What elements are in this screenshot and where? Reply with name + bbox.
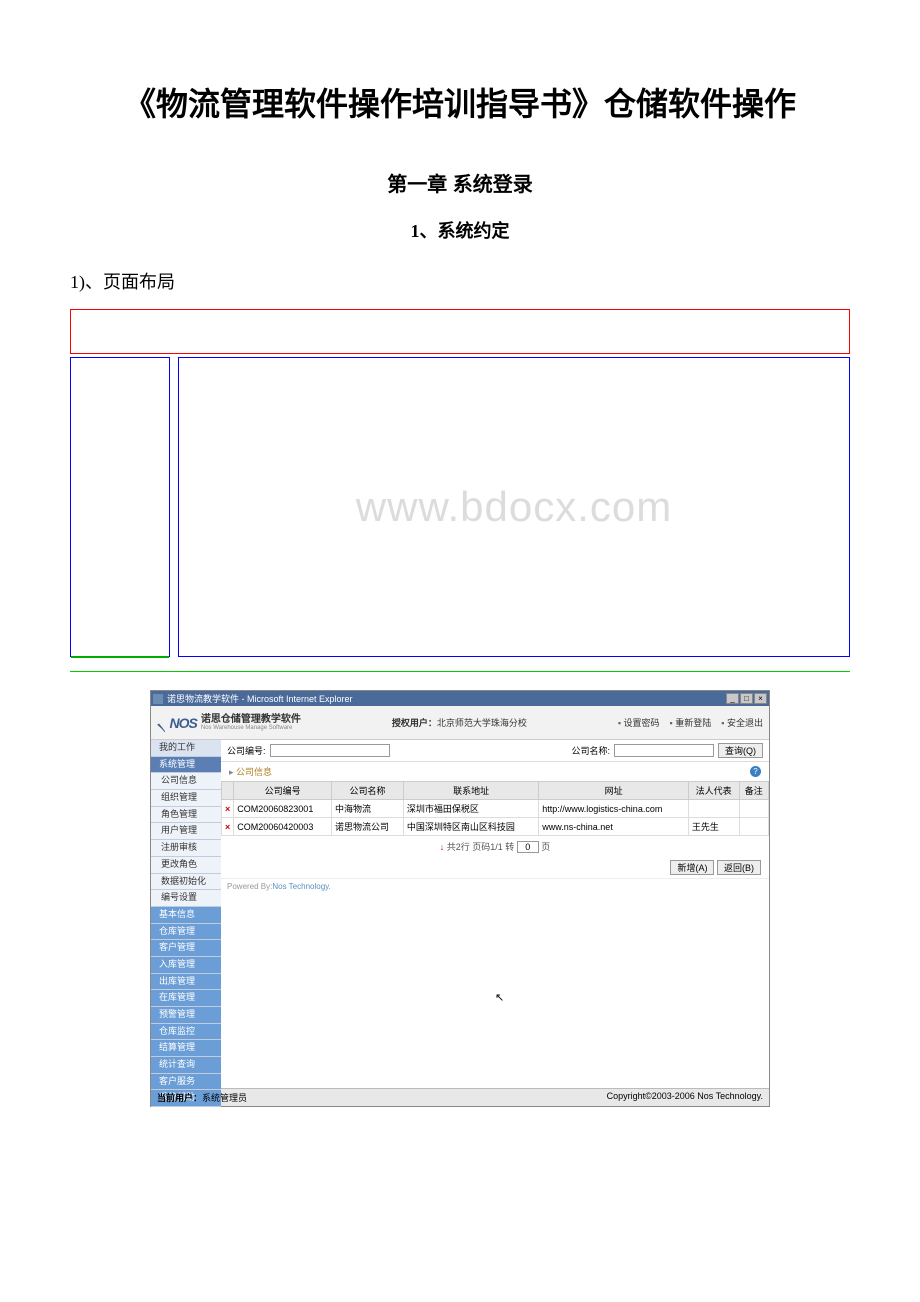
status-user-value: 系统管理员 — [202, 1093, 247, 1103]
company-name-input[interactable] — [614, 744, 714, 757]
section-heading: 1、系统约定 — [70, 217, 850, 243]
col-name: 公司名称 — [332, 782, 404, 800]
filter-label-code: 公司编号: — [227, 744, 266, 757]
content-area: 公司编号: 公司名称: 查询(Q) 公司信息 ? 公司编号 — [221, 740, 769, 1088]
status-bar: 当前用户：系统管理员 Copyright©2003-2006 Nos Techn… — [151, 1088, 769, 1106]
pager: ↓ 共2行 页码1/1 转 页 — [221, 836, 769, 857]
logo-swirl-icon: ৲ — [157, 711, 166, 735]
company-table: 公司编号 公司名称 联系地址 网址 法人代表 备注 × COM200608230… — [221, 781, 769, 836]
sidebar-item-company-info[interactable]: 公司信息 — [151, 773, 221, 790]
subsection-heading: 1)、页面布局 — [70, 268, 850, 294]
sidebar-item-register-review[interactable]: 注册审核 — [151, 840, 221, 857]
link-set-password[interactable]: 设置密码 — [618, 716, 660, 729]
cell-note — [739, 818, 769, 836]
sidebar-item-org[interactable]: 组织管理 — [151, 790, 221, 807]
sidebar-item-monitor[interactable]: 仓库监控 — [151, 1024, 221, 1041]
sidebar-item-inbound[interactable]: 入库管理 — [151, 957, 221, 974]
sidebar-item-warehouse[interactable]: 仓库管理 — [151, 924, 221, 941]
sidebar: 我的工作 系统管理 公司信息 组织管理 角色管理 用户管理 注册审核 更改角色 … — [151, 740, 221, 1088]
company-code-input[interactable] — [270, 744, 390, 757]
layout-diagram: www.bdocx.com — [70, 309, 850, 672]
window-title: 诺思物流教学软件 - Microsoft Internet Explorer — [167, 692, 353, 705]
status-user-label: 当前用户： — [157, 1093, 202, 1103]
add-button[interactable]: 新增(A) — [670, 860, 714, 875]
table-row[interactable]: × COM20060420003 诺思物流公司 中国深圳特区南山区科技园 www… — [222, 818, 769, 836]
auth-label: 授权用户： — [392, 718, 437, 728]
diagram-header-region — [70, 309, 850, 354]
close-button[interactable]: × — [754, 693, 767, 704]
diagram-footer-line — [70, 671, 850, 672]
col-addr: 联系地址 — [403, 782, 538, 800]
pager-suffix: 页 — [541, 842, 550, 852]
pager-page-input[interactable] — [517, 841, 539, 853]
link-logout[interactable]: 安全退出 — [721, 716, 763, 729]
cursor-icon: ↖ — [495, 991, 504, 1004]
logo: ৲ NOS 诺思仓储管理教学软件 Nos Warehouse Manage So… — [157, 711, 301, 735]
status-copyright: Copyright©2003-2006 Nos Technology. — [607, 1091, 763, 1104]
cell-rep: 王先生 — [688, 818, 739, 836]
sidebar-item-system[interactable]: 系统管理 — [151, 757, 221, 774]
chapter-heading: 第一章 系统登录 — [70, 168, 850, 197]
watermark: www.bdocx.com — [356, 483, 672, 531]
sidebar-item-user[interactable]: 用户管理 — [151, 823, 221, 840]
sidebar-item-role[interactable]: 角色管理 — [151, 807, 221, 824]
cell-addr: 中国深圳特区南山区科技园 — [403, 818, 538, 836]
app-header: ৲ NOS 诺思仓储管理教学软件 Nos Warehouse Manage So… — [151, 706, 769, 740]
logo-text: NOS — [170, 715, 197, 731]
sidebar-item-settlement[interactable]: 结算管理 — [151, 1040, 221, 1057]
back-button[interactable]: 返回(B) — [717, 860, 761, 875]
cell-url: http://www.logistics-china.com — [539, 800, 689, 818]
cell-addr: 深圳市福田保税区 — [403, 800, 538, 818]
filter-label-name: 公司名称: — [571, 744, 610, 757]
minimize-button[interactable]: _ — [726, 693, 739, 704]
window-icon — [153, 694, 163, 704]
sidebar-item-change-role[interactable]: 更改角色 — [151, 857, 221, 874]
cell-code: COM20060420003 — [234, 818, 332, 836]
cell-code: COM20060823001 — [234, 800, 332, 818]
powered-link[interactable]: Nos Technology. — [272, 882, 330, 891]
help-icon[interactable]: ? — [750, 766, 761, 777]
col-code: 公司编号 — [234, 782, 332, 800]
sidebar-item-basic-info[interactable]: 基本信息 — [151, 907, 221, 924]
col-note: 备注 — [739, 782, 769, 800]
sidebar-item-instock[interactable]: 在库管理 — [151, 990, 221, 1007]
sidebar-item-mywork[interactable]: 我的工作 — [151, 740, 221, 757]
diagram-sidebar-region — [70, 357, 170, 657]
delete-icon[interactable]: × — [222, 800, 234, 818]
window-titlebar: 诺思物流教学软件 - Microsoft Internet Explorer _… — [151, 691, 769, 706]
cell-note — [739, 800, 769, 818]
col-rep: 法人代表 — [688, 782, 739, 800]
filter-bar: 公司编号: 公司名称: 查询(Q) — [221, 740, 769, 762]
diagram-content-region: www.bdocx.com — [178, 357, 850, 657]
pager-total: 共2行 页码1/1 转 — [447, 842, 515, 852]
auth-value: 北京师范大学珠海分校 — [437, 718, 527, 728]
cell-url: www.ns-china.net — [539, 818, 689, 836]
col-url: 网址 — [539, 782, 689, 800]
table-row[interactable]: × COM20060823001 中海物流 深圳市福田保税区 http://ww… — [222, 800, 769, 818]
col-del — [222, 782, 234, 800]
pager-prefix: ↓ — [440, 842, 445, 852]
doc-title: 《物流管理软件操作培训指导书》仓储软件操作 — [70, 80, 850, 128]
logo-cn: 诺思仓储管理教学软件 — [201, 715, 301, 725]
sidebar-item-alert[interactable]: 预警管理 — [151, 1007, 221, 1024]
cell-rep — [688, 800, 739, 818]
app-screenshot: 诺思物流教学软件 - Microsoft Internet Explorer _… — [150, 690, 770, 1107]
query-button[interactable]: 查询(Q) — [718, 743, 763, 758]
sidebar-item-outbound[interactable]: 出库管理 — [151, 974, 221, 991]
maximize-button[interactable]: □ — [740, 693, 753, 704]
logo-en: Nos Warehouse Manage Software — [201, 725, 301, 731]
sidebar-item-data-init[interactable]: 数据初始化 — [151, 874, 221, 891]
delete-icon[interactable]: × — [222, 818, 234, 836]
sidebar-item-code-setting[interactable]: 编号设置 — [151, 890, 221, 907]
cell-name: 中海物流 — [332, 800, 404, 818]
breadcrumb: 公司信息 — [229, 765, 272, 778]
sidebar-item-customer[interactable]: 客户管理 — [151, 940, 221, 957]
link-relogin[interactable]: 重新登陆 — [670, 716, 712, 729]
powered-by: Powered By:Nos Technology. — [221, 878, 769, 894]
cell-name: 诺思物流公司 — [332, 818, 404, 836]
sidebar-item-service[interactable]: 客户服务 — [151, 1074, 221, 1091]
sidebar-item-stats[interactable]: 统计查询 — [151, 1057, 221, 1074]
